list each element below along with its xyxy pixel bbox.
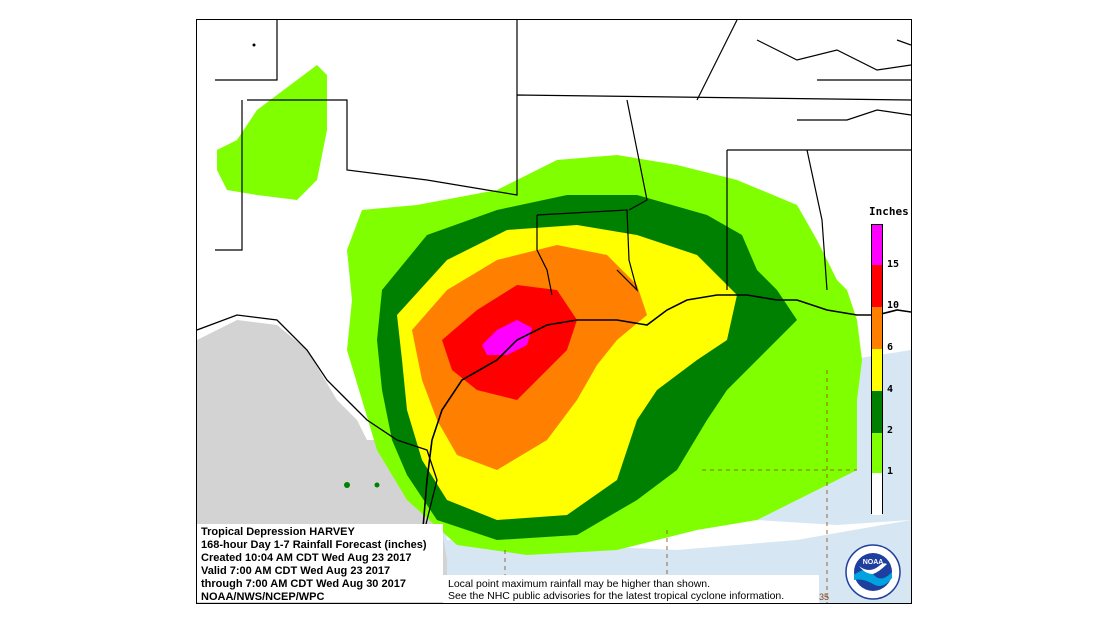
legend-swatch-0: [872, 473, 882, 515]
legend-label-1: 1: [887, 466, 894, 477]
legend-bar: [871, 224, 883, 515]
noaa-logo-text: NOAA: [863, 559, 884, 566]
contour-1-inch-north: [217, 65, 327, 200]
legend-label-15: 15: [887, 259, 900, 270]
grid-label: 35: [819, 592, 829, 602]
agency-credit: NOAA/NWS/NCEP/WPC: [201, 591, 325, 603]
legend-label-2: 2: [887, 425, 894, 436]
legend-swatch-2: [872, 391, 882, 433]
legend-label-4: 4: [887, 384, 894, 395]
forecast-info-box: Tropical Depression HARVEY 168-hour Day …: [197, 524, 443, 603]
map-canvas: 35: [197, 20, 911, 603]
storm-name: Tropical Depression HARVEY: [201, 526, 355, 538]
disclaimer-box: Local point maximum rainfall may be high…: [443, 575, 819, 603]
legend-swatch-15plus: [872, 225, 882, 265]
forecast-title: 168-hour Day 1-7 Rainfall Forecast (inch…: [201, 539, 427, 551]
legend-swatch-4: [872, 349, 882, 391]
rainfall-map: 35 Inches 15 10 6 4 2 1 Tropical Depress…: [196, 19, 912, 604]
map-dot: [374, 482, 380, 488]
map-dot: [252, 43, 256, 47]
disclaimer-line-2: See the NHC public advisories for the la…: [448, 590, 785, 602]
coastline: [421, 294, 911, 541]
created-time: Created 10:04 AM CDT Wed Aug 23 2017: [201, 552, 412, 564]
map-dot: [344, 482, 350, 488]
rio-grande: [197, 314, 438, 541]
state-borders: [215, 20, 911, 296]
valid-end: through 7:00 AM CDT Wed Aug 30 2017: [201, 578, 406, 590]
legend-label-10: 10: [887, 300, 900, 311]
legend-label-6: 6: [887, 342, 894, 353]
legend-swatch-10: [872, 265, 882, 307]
disclaimer-line-1: Local point maximum rainfall may be high…: [448, 578, 711, 590]
legend-swatch-1: [872, 433, 882, 473]
gulf-ocean: [437, 470, 911, 603]
valid-start: Valid 7:00 AM CDT Wed Aug 23 2017: [201, 565, 391, 577]
legend-title: Inches: [869, 205, 909, 218]
legend-swatch-6: [872, 307, 882, 349]
noaa-logo: NOAA: [845, 544, 901, 600]
contour-15-inch: [482, 320, 532, 355]
